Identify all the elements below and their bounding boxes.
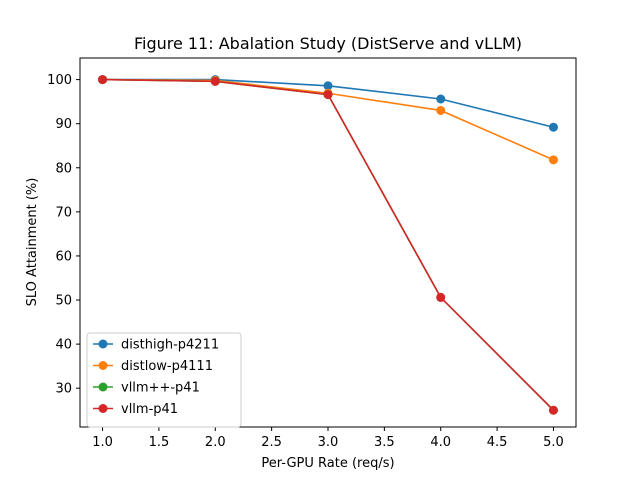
y-axis-label: SLO Attainment (%) <box>25 178 40 307</box>
x-tick-label: 4.5 <box>487 435 508 450</box>
legend-marker <box>98 361 108 370</box>
x-axis: 1.0 1.5 2.0 2.5 3.0 3.5 4.0 4.5 5.0 <box>92 427 564 450</box>
y-tick-label: 100 <box>47 73 72 88</box>
data-point <box>548 122 558 132</box>
series-vllm-p41 <box>98 75 558 415</box>
legend-label: vllm++-p41 <box>121 381 200 396</box>
legend-box <box>86 332 242 428</box>
x-tick-label: 2.0 <box>205 435 226 450</box>
y-tick-label: 90 <box>55 117 72 132</box>
y-tick-label: 30 <box>55 382 72 397</box>
y-tick-label: 80 <box>55 161 72 176</box>
legend-marker <box>98 404 108 413</box>
legend-marker <box>98 339 108 349</box>
data-point <box>436 292 446 302</box>
y-tick-label: 50 <box>55 294 72 309</box>
legend-item: vllm++-p41 <box>93 381 200 396</box>
data-point <box>323 81 333 91</box>
x-tick-label: 1.5 <box>149 435 170 450</box>
data-point <box>548 405 558 415</box>
x-axis-label: Per-GPU Rate (req/s) <box>261 456 394 471</box>
data-point <box>210 76 220 86</box>
legend-item: vllm-p41 <box>93 402 178 417</box>
data-point <box>436 94 446 104</box>
x-tick-label: 4.0 <box>430 435 451 450</box>
x-tick-label: 5.0 <box>543 435 564 450</box>
legend-item: distlow-p4111 <box>93 359 213 374</box>
data-point <box>548 155 558 165</box>
x-tick-label: 3.0 <box>318 435 339 450</box>
y-tick-label: 60 <box>55 249 72 264</box>
y-axis: 30 40 50 60 70 80 90 100 <box>47 73 80 397</box>
x-tick-label: 2.5 <box>261 435 282 450</box>
y-tick-label: 40 <box>55 338 72 353</box>
y-tick-label: 70 <box>55 205 72 220</box>
legend-label: distlow-p4111 <box>121 359 213 374</box>
legend: disthigh-p4211 distlow-p4111 vllm++-p41 vll… <box>86 332 242 428</box>
chart-title: Figure 11: Abalation Study (DistServe an… <box>134 34 522 53</box>
legend-label: disthigh-p4211 <box>121 338 219 353</box>
x-tick-label: 1.0 <box>92 435 113 450</box>
data-point <box>436 105 446 115</box>
legend-marker <box>98 382 108 392</box>
series-disthigh-p4211 <box>98 75 558 132</box>
legend-item: disthigh-p4211 <box>93 338 219 353</box>
x-tick-label: 3.5 <box>374 435 395 450</box>
data-point <box>323 90 333 100</box>
legend-label: vllm-p41 <box>121 402 178 417</box>
data-point <box>98 75 108 85</box>
